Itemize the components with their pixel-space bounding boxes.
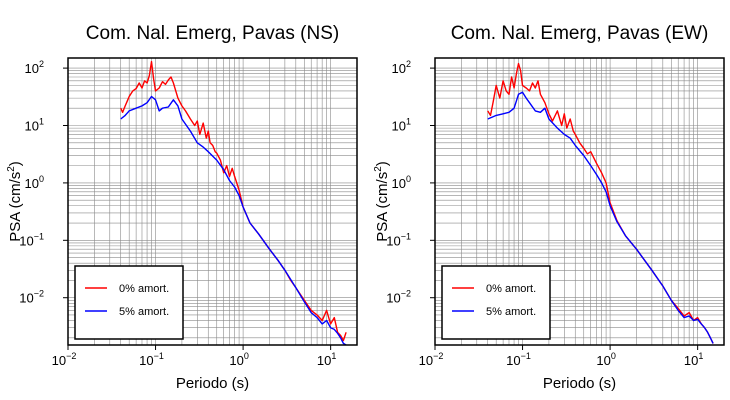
grid <box>67 58 358 345</box>
chart-panel-ew: Com. Nal. Emerg, Pavas (EW) 10−2 10−1 100 10… <box>373 23 725 392</box>
x-tick-label: 10−2 <box>52 351 77 368</box>
x-tick-label: 10−2 <box>419 351 444 368</box>
series-line-1 <box>487 91 714 344</box>
legend-label-1: 5% amort. <box>486 306 536 318</box>
x-tick-label: 100 <box>596 351 615 368</box>
legend-label-0: 0% amort. <box>486 283 536 295</box>
legend: 0% amort. 5% amort. <box>441 265 551 340</box>
legend-label-0: 0% amort. <box>119 283 169 295</box>
x-axis-label: Periodo (s) <box>176 375 249 392</box>
y-axis-label: PSA (cm/s2) <box>6 161 24 242</box>
y-tick-label: 102 <box>25 59 44 76</box>
legend: 0% amort. 5% amort. <box>74 265 184 340</box>
y-tick-label: 10−2 <box>386 289 411 306</box>
y-tick-label: 101 <box>25 117 44 134</box>
chart-title: Com. Nal. Emerg, Pavas (EW) <box>451 23 709 44</box>
x-tick-label: 100 <box>229 351 248 368</box>
y-tick-label: 100 <box>25 174 44 191</box>
chart-panel-ns: Com. Nal. Emerg, Pavas (NS) 10−2 10−1 100 10… <box>6 23 358 392</box>
y-tick-label: 101 <box>392 117 411 134</box>
x-tick-label: 101 <box>317 351 336 368</box>
y-tick-label: 100 <box>392 174 411 191</box>
x-axis-label: Periodo (s) <box>543 375 616 392</box>
y-tick-label: 10−1 <box>19 231 44 248</box>
series-line-1 <box>120 95 347 346</box>
y-tick-label: 10−2 <box>19 289 44 306</box>
legend-box <box>441 265 551 340</box>
y-axis-label: PSA (cm/s2) <box>373 161 391 242</box>
chart-title: Com. Nal. Emerg, Pavas (NS) <box>86 23 339 44</box>
y-tick-label: 10−1 <box>386 231 411 248</box>
x-tick-label: 10−1 <box>506 351 531 368</box>
series-line-0 <box>487 62 714 344</box>
legend-box <box>74 265 184 340</box>
plot-frame <box>67 57 358 346</box>
series-line-0 <box>120 60 347 342</box>
x-tick-label: 10−1 <box>139 351 164 368</box>
y-tick-label: 102 <box>392 59 411 76</box>
plot-frame <box>434 57 725 346</box>
x-tick-label: 101 <box>684 351 703 368</box>
legend-label-1: 5% amort. <box>119 306 169 318</box>
